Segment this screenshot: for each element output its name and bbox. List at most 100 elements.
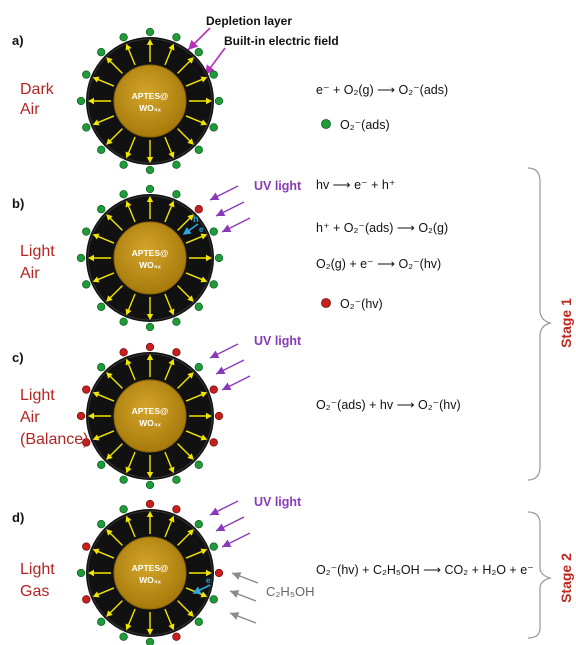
o2-ads-dot (97, 460, 106, 469)
field-arrow-line (177, 600, 192, 615)
o2-hv-dot (214, 411, 224, 421)
field-arrow-line (185, 272, 204, 281)
field-arrow-line (108, 59, 123, 74)
field-arrowhead (125, 200, 132, 208)
o2-ads-dot (119, 190, 128, 199)
field-arrowhead (106, 138, 113, 145)
field-arrowhead (146, 629, 154, 635)
o2-ads-dot (194, 48, 203, 57)
field-arrow-line (185, 235, 204, 244)
o2-hv-dot (209, 438, 218, 447)
field-arrow-line (96, 587, 115, 596)
field-arrow-line (177, 443, 192, 458)
o2-ads-dot (82, 123, 91, 132)
field-arrowhead (187, 453, 194, 460)
field-arrow-line (164, 47, 173, 66)
field-arrowhead (200, 276, 208, 283)
o2-ads-dot (145, 637, 155, 645)
field-arrowhead (92, 548, 100, 555)
field-arrow-line (96, 272, 115, 281)
field-arrow-line (108, 285, 123, 300)
uv-arrow (215, 201, 245, 217)
o2-ads-dot (119, 632, 128, 641)
field-arrow-line (127, 362, 136, 381)
field-arrow-line (164, 608, 173, 627)
field-arrowhead (146, 157, 154, 163)
o2-ads-dot (97, 145, 106, 154)
field-arrowhead (146, 511, 154, 517)
stage-2-label: Stage 2 (558, 553, 574, 603)
o2-hv-dot (145, 342, 155, 352)
stage-2-bracket (527, 511, 553, 639)
uv-label-b: UV light (254, 179, 302, 193)
field-arrowhead (146, 354, 154, 360)
o2-hv-dot (82, 542, 91, 551)
field-arrowhead (206, 412, 212, 420)
panel-d-label: d) (12, 510, 24, 525)
o2-ads-dot (97, 617, 106, 626)
uv-arrow (209, 500, 239, 516)
core-label-line2: WO₃ₓ (139, 260, 162, 270)
field-arrow-line (96, 235, 115, 244)
electron-symbol: e (206, 576, 211, 585)
panel-a-label: a) (12, 33, 24, 48)
o2-ads-dot (214, 253, 224, 263)
o2-ads-dot (97, 302, 106, 311)
field-pointer-arrow (204, 47, 226, 76)
o2-ads-dot (172, 475, 181, 484)
panel-c: APTES@ WO₃ₓ (76, 342, 251, 490)
field-arrow-line (96, 393, 115, 402)
o2-hv-dot (172, 348, 181, 357)
panel-d-condition-2: Gas (20, 583, 49, 600)
legend-hv-dot (321, 298, 331, 308)
core-label-line2: WO₃ₓ (139, 418, 162, 428)
o2-ads-dot (194, 617, 203, 626)
stage-1-label: Stage 1 (558, 298, 574, 348)
field-arrow-line (96, 115, 115, 124)
electron-symbol: e (199, 225, 204, 234)
field-arrowhead (88, 569, 94, 577)
field-arrow-line (96, 78, 115, 87)
field-arrow-line (96, 550, 115, 559)
o2-hv-dot (119, 348, 128, 357)
o2-ads-dot (97, 520, 106, 529)
o2-hv-dot (145, 499, 155, 509)
o2-hv-dot (214, 568, 224, 578)
field-arrowhead (187, 138, 194, 145)
field-arrow-line (164, 136, 173, 155)
core-label-line1: APTES@ (132, 563, 169, 573)
o2-hv-dot (76, 411, 86, 421)
core-label-line2: WO₃ₓ (139, 575, 162, 585)
equation-c-1: O₂⁻(ads) + hv ⟶ O₂⁻(hv) (316, 398, 461, 412)
field-arrowhead (125, 43, 132, 51)
o2-ads-dot (145, 27, 155, 37)
panel-a-condition-1: Dark (20, 81, 55, 98)
field-arrow-line (96, 430, 115, 439)
panel-a-condition-2: Air (20, 101, 40, 118)
field-arrow-line (108, 216, 123, 231)
o2-ads-dot (119, 475, 128, 484)
o2-ads-dot (209, 123, 218, 132)
field-arrow-line (108, 531, 123, 546)
o2-ads-dot (172, 160, 181, 169)
o2-ads-dot (214, 96, 224, 106)
field-arrowhead (125, 623, 132, 631)
o2-ads-dot (172, 33, 181, 42)
panel-d: APTES@ WO₃ₓ e (76, 499, 259, 645)
field-arrowhead (168, 151, 175, 159)
field-arrow-line (185, 115, 204, 124)
uv-label-c: UV light (254, 334, 302, 348)
equation-b-3: O₂(g) + e⁻ ⟶ O₂⁻(hv) (316, 257, 441, 271)
o2-hv-dot (209, 385, 218, 394)
o2-hv-dot (194, 205, 203, 214)
panel-c-condition-2: Air (20, 409, 40, 426)
field-arrow-line (177, 285, 192, 300)
o2-ads-dot (209, 542, 218, 551)
field-arrowhead (125, 151, 132, 159)
uv-arrow (209, 343, 239, 359)
field-arrowhead (168, 623, 175, 631)
uv-arrow (221, 375, 251, 391)
field-arrow-line (164, 451, 173, 470)
aptes-wo3-core (113, 379, 187, 453)
